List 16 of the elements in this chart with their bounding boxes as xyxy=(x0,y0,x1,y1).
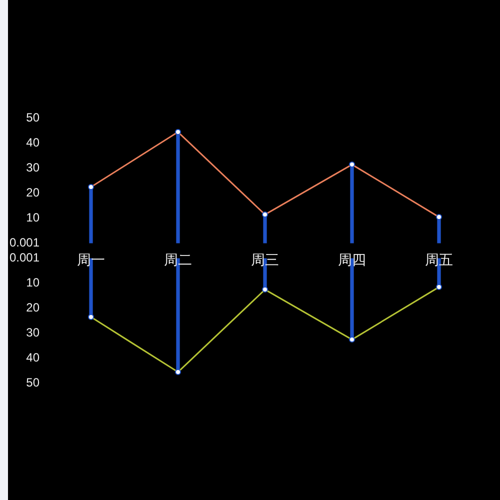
y-tick-label: 30 xyxy=(26,326,40,340)
y-tick-label: 40 xyxy=(26,136,40,150)
y-tick-label: 30 xyxy=(26,160,40,175)
y-tick-label: 50 xyxy=(26,376,40,390)
y-tick-label: 20 xyxy=(26,300,40,315)
y-tick-label: 0.001 xyxy=(9,250,40,265)
y-tick-label: 10 xyxy=(26,210,40,225)
y-tick-label: 10 xyxy=(26,276,40,290)
y-tick-label: 40 xyxy=(26,350,40,365)
y-tick-label: 20 xyxy=(26,186,40,200)
y-tick-label: 50 xyxy=(26,110,40,125)
y-tick-label: 0.001 xyxy=(9,236,40,250)
x-tick-label: 周二 xyxy=(164,252,192,268)
x-tick-label: 周三 xyxy=(251,252,279,268)
x-tick-label: 周五 xyxy=(425,252,453,268)
x-tick-label: 周四 xyxy=(338,252,366,268)
